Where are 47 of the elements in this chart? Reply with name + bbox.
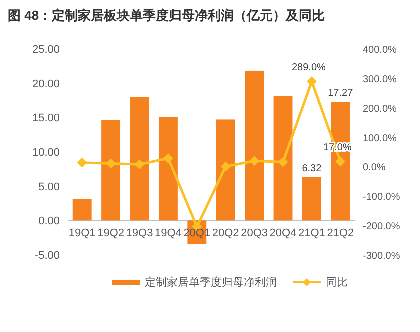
x-tick-label: 21Q1 [298, 228, 326, 240]
y2-tick-label: -200.0% [363, 222, 400, 233]
x-tick-label: 19Q2 [98, 228, 125, 240]
y-tick-label: 25.00 [32, 44, 60, 56]
data-label: 17.27 [328, 88, 354, 100]
legend-label: 定制家居单季度归母净利润 [145, 276, 277, 289]
y-tick-label: 5.00 [38, 181, 60, 194]
x-tick-label: 19Q3 [126, 228, 154, 240]
y2-tick-label: 200.0% [363, 104, 398, 115]
point [220, 162, 231, 172]
point [306, 76, 317, 87]
point [336, 156, 346, 167]
point [77, 158, 88, 168]
y-tick-label: 10.00 [32, 147, 60, 159]
y-tick-label: 0.00 [38, 216, 60, 228]
bar [245, 70, 264, 221]
y-tick-label: 15.00 [32, 112, 60, 125]
bar [72, 199, 92, 221]
point [134, 160, 145, 170]
x-tick-label: 19Q4 [154, 228, 182, 240]
point [250, 156, 260, 166]
bar [274, 96, 293, 221]
x-tick-label: 20Q4 [270, 228, 297, 240]
x-tick-label: 21Q2 [327, 228, 354, 240]
point [163, 153, 174, 164]
bar [130, 97, 150, 221]
data-label: 6.32 [302, 163, 322, 174]
y-tick-label: 20.00 [32, 78, 60, 90]
y2-tick-label: -100.0% [363, 192, 400, 204]
y2-tick-label: 400.0% [363, 45, 398, 56]
point [278, 157, 288, 168]
x-tick-label: 20Q3 [241, 228, 268, 240]
y2-tick-label: 100.0% [363, 133, 398, 144]
y2-tick-label: -300.0% [363, 251, 400, 262]
bar [102, 120, 121, 221]
point [106, 158, 116, 169]
x-tick-label: 19Q1 [68, 228, 96, 240]
y2-tick-label: 0.0% [363, 162, 386, 174]
chart-title: 图 48：定制家居板块单季度归母净利润（亿元）及同比 [8, 8, 326, 23]
bar [302, 177, 322, 221]
x-tick-label: 20Q2 [212, 228, 240, 240]
y-tick-label: -5.00 [34, 250, 60, 262]
y2-tick-label: 300.0% [363, 74, 398, 86]
legend-label: 同比 [326, 276, 348, 289]
data-label: 289.0% [292, 62, 326, 74]
bar [216, 120, 236, 221]
bar [158, 116, 178, 221]
